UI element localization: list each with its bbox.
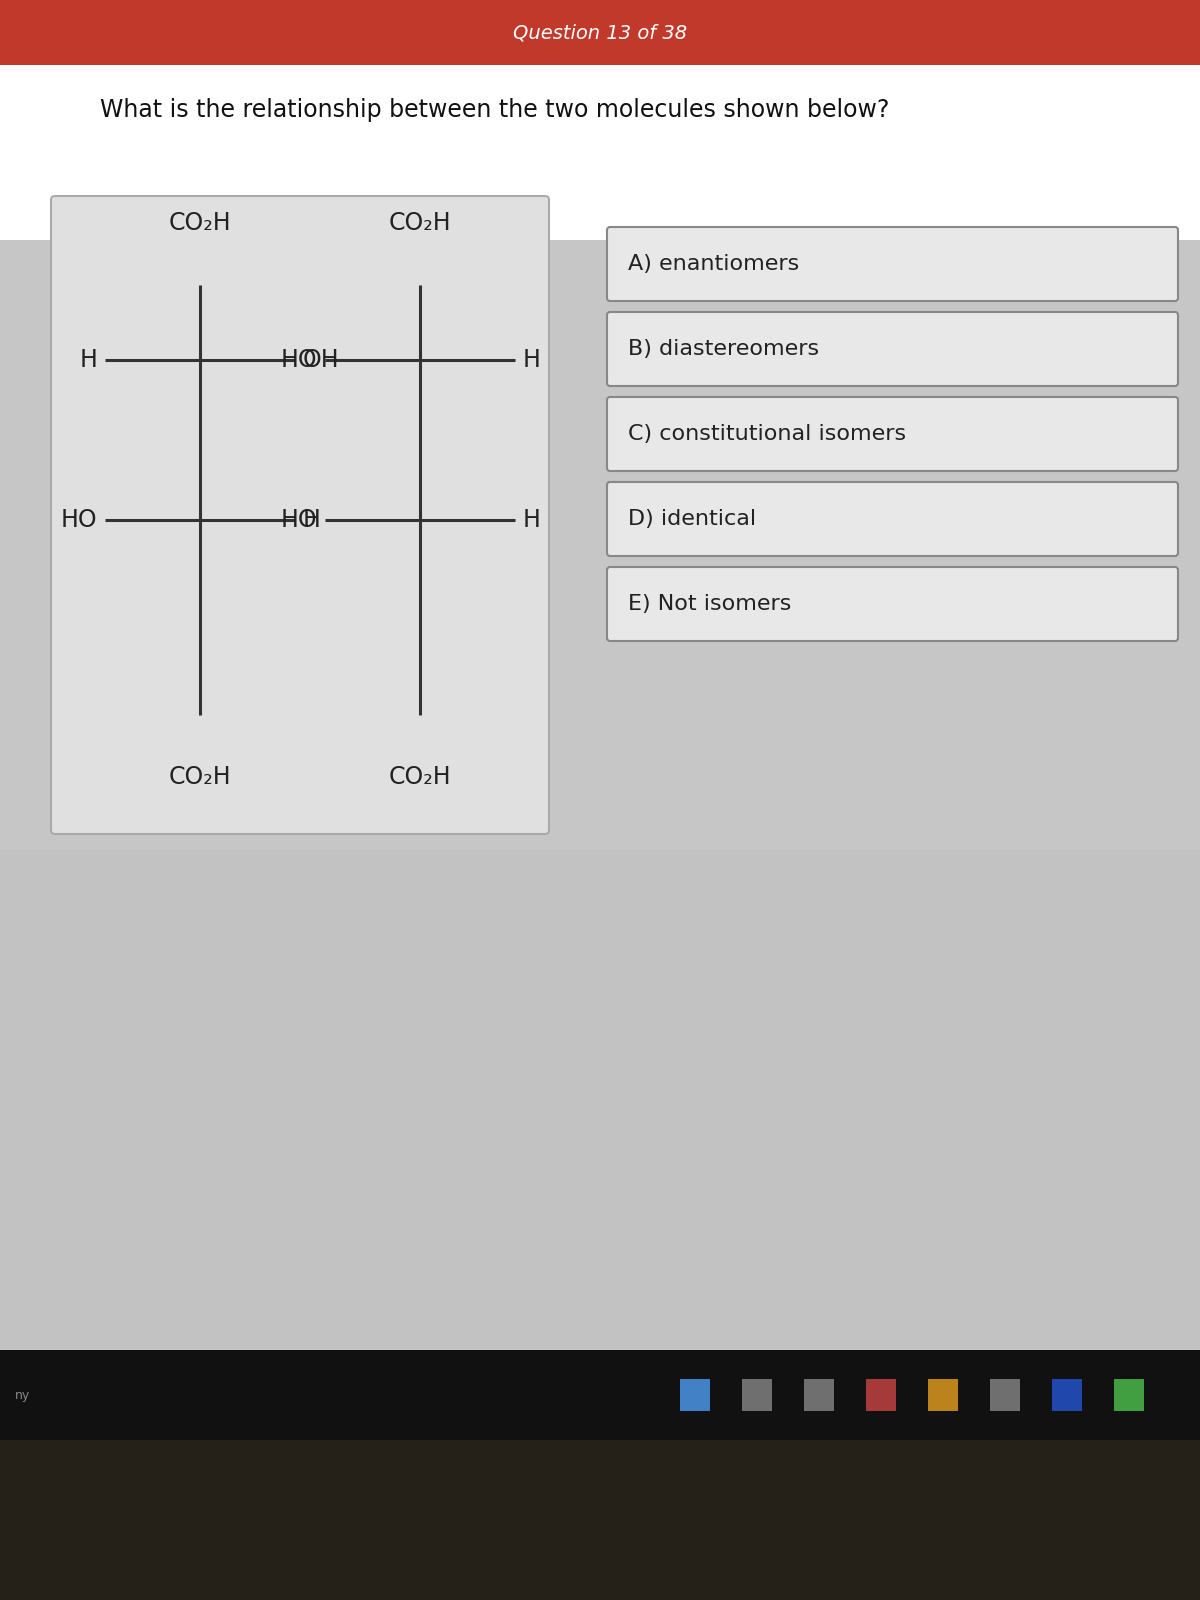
Bar xyxy=(0,240,1200,850)
FancyBboxPatch shape xyxy=(607,566,1178,642)
Bar xyxy=(1052,1379,1082,1411)
Bar xyxy=(0,240,1200,1400)
Text: A) enantiomers: A) enantiomers xyxy=(628,254,799,274)
Text: What is the relationship between the two molecules shown below?: What is the relationship between the two… xyxy=(100,98,889,122)
FancyBboxPatch shape xyxy=(607,482,1178,557)
Text: D) identical: D) identical xyxy=(628,509,756,530)
Text: Question 13 of 38: Question 13 of 38 xyxy=(512,24,688,43)
Bar xyxy=(0,1400,1200,1600)
Bar xyxy=(1114,1379,1144,1411)
Bar xyxy=(0,1440,1200,1600)
Text: H: H xyxy=(79,349,97,371)
Bar xyxy=(0,1350,1200,1440)
FancyBboxPatch shape xyxy=(607,227,1178,301)
Text: CO₂H: CO₂H xyxy=(389,765,451,789)
Bar xyxy=(0,0,1200,66)
Text: E) Not isomers: E) Not isomers xyxy=(628,594,791,614)
Text: B) diastereomers: B) diastereomers xyxy=(628,339,820,358)
Text: H: H xyxy=(523,509,541,531)
Bar xyxy=(866,1379,896,1411)
Bar xyxy=(804,1379,834,1411)
Bar xyxy=(990,1379,1020,1411)
Text: HO: HO xyxy=(281,349,317,371)
Text: CO₂H: CO₂H xyxy=(169,765,232,789)
Text: OH: OH xyxy=(302,349,340,371)
Text: H: H xyxy=(302,509,320,531)
Text: C) constitutional isomers: C) constitutional isomers xyxy=(628,424,906,443)
Text: HO: HO xyxy=(281,509,317,531)
Text: CO₂H: CO₂H xyxy=(389,211,451,235)
Text: H: H xyxy=(523,349,541,371)
Bar xyxy=(742,1379,772,1411)
Text: ny: ny xyxy=(14,1389,30,1402)
Bar xyxy=(928,1379,958,1411)
FancyBboxPatch shape xyxy=(50,195,550,834)
FancyBboxPatch shape xyxy=(607,312,1178,386)
Text: CO₂H: CO₂H xyxy=(169,211,232,235)
Text: HO: HO xyxy=(60,509,97,531)
FancyBboxPatch shape xyxy=(607,397,1178,470)
Bar xyxy=(680,1379,710,1411)
